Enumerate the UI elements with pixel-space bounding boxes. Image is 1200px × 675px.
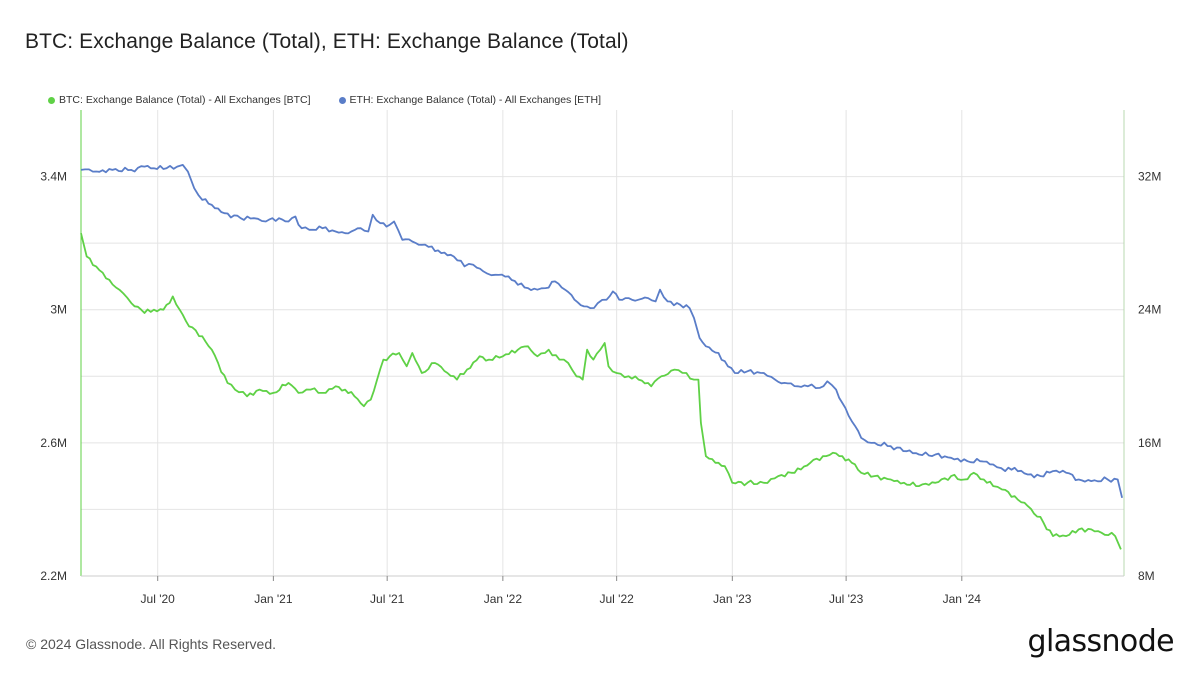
chart-legend: BTC: Exchange Balance (Total) - All Exch…	[48, 94, 601, 106]
x-tick-label: Jul '21	[370, 592, 405, 606]
tick-labels: Jul '20 Jan '21 Jul '21 Jan '22 Jul '22 Jan '…	[40, 170, 1161, 606]
copyright-text: © 2024 Glassnode. All Rights Reserved.	[26, 636, 277, 652]
y-left-tick-label: 2.6M	[40, 436, 67, 450]
legend-item-eth[interactable]: ETH: Exchange Balance (Total) - All Exch…	[338, 94, 602, 106]
x-tick-label: Jul '20	[141, 592, 176, 606]
series-lines	[80, 164, 1123, 550]
series-line-btc	[80, 232, 1122, 550]
x-tick-label: Jan '22	[484, 592, 523, 606]
y-left-tick-label: 3.4M	[40, 170, 67, 184]
glassnode-logo: glassnode	[1027, 624, 1175, 659]
axes	[80, 110, 1125, 581]
x-tick-label: Jan '24	[943, 592, 982, 606]
x-tick-label: Jul '23	[829, 592, 864, 606]
series-line-eth	[80, 164, 1123, 499]
y-left-tick-label: 2.2M	[40, 569, 67, 583]
grid-lines	[81, 110, 1124, 577]
x-tick-label: Jan '21	[254, 592, 293, 606]
y-right-tick-label: 16M	[1138, 436, 1161, 450]
y-right-tick-label: 32M	[1138, 170, 1161, 184]
legend-dot-eth	[338, 96, 346, 104]
y-left-tick-label: 3M	[50, 303, 67, 317]
chart-title: BTC: Exchange Balance (Total), ETH: Exch…	[25, 30, 629, 53]
y-right-tick-label: 8M	[1138, 569, 1155, 583]
legend-label-btc: BTC: Exchange Balance (Total) - All Exch…	[59, 94, 311, 106]
legend-dot-btc	[48, 96, 55, 104]
legend-item-btc[interactable]: BTC: Exchange Balance (Total) - All Exch…	[48, 94, 311, 106]
y-right-tick-label: 24M	[1138, 303, 1161, 317]
x-tick-label: Jul '22	[599, 592, 634, 606]
legend-label-eth: ETH: Exchange Balance (Total) - All Exch…	[349, 94, 602, 106]
x-tick-label: Jan '23	[713, 592, 752, 606]
